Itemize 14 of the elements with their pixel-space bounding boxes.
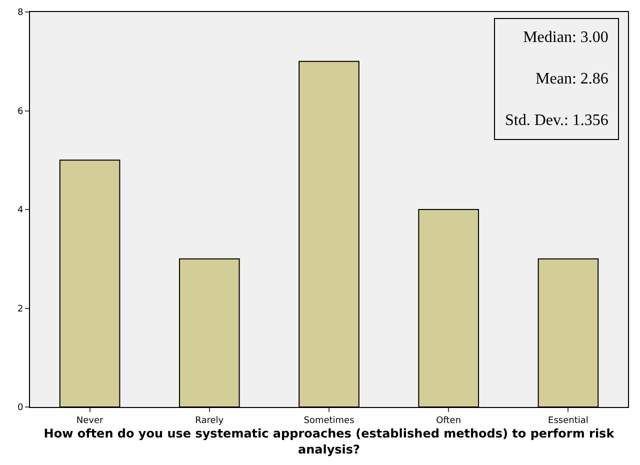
x-tick-label: Never [76, 416, 104, 426]
y-tick-label: 0 [17, 403, 24, 414]
annotation: Std. Dev.: 1.356 [505, 112, 608, 130]
x-tick-label: Rarely [195, 416, 224, 426]
x-axis-title: How often do you use systematic approaches (established methods) to perform risk analysis? [44, 426, 616, 456]
x-tick-label: Sometimes [304, 416, 355, 426]
y-tick-label: 4 [17, 206, 24, 216]
y-tick-label: 6 [17, 106, 24, 117]
x-tick-label: Often [436, 416, 462, 426]
annotation: Median: 3.00 [523, 29, 608, 46]
x-tick-label: Essential [548, 416, 588, 426]
y-tick-label: 8 [17, 8, 24, 18]
y-tick-label: 2 [17, 304, 24, 314]
annotation: Mean: 2.86 [536, 70, 608, 88]
